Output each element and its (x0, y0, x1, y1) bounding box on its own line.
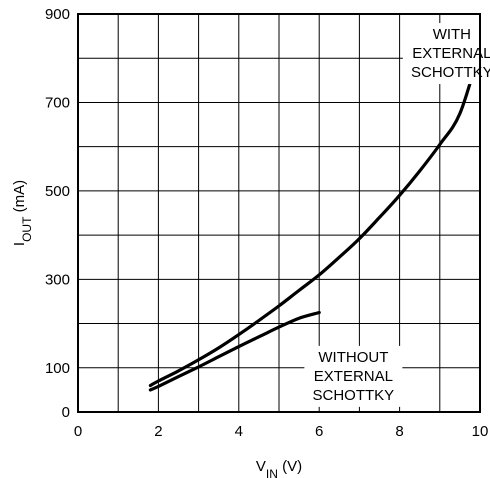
annotation-text: EXTERNAL (412, 45, 490, 62)
y-tick-label: 900 (45, 6, 70, 23)
annotation-text: WITHOUT (318, 349, 388, 366)
y-tick-label: 300 (45, 271, 70, 288)
series-lines (148, 47, 482, 392)
annotations: WITH EXTERNAL SCHOTTKY WITHOUT EXTERNAL SCHOT… (304, 23, 490, 407)
annotation-text: EXTERNAL (314, 368, 393, 385)
annotation-text: SCHOTTKY (411, 64, 490, 81)
y-tick-label: 100 (45, 360, 70, 377)
x-axis-label-sub: IN (266, 467, 278, 478)
x-tick-label: 6 (315, 423, 323, 440)
x-axis-label-unit: (V) (278, 458, 302, 475)
x-axis-label-main: V (256, 458, 266, 475)
x-tick-label: 8 (395, 423, 403, 440)
x-tick-labels: 0 2 4 6 8 10 (74, 423, 489, 440)
y-tick-label: 0 (62, 404, 70, 421)
y-tick-labels: 0 100 300 500 700 900 (45, 6, 70, 421)
y-axis-label: IOUT (mA) (11, 180, 34, 246)
annotation-text: SCHOTTKY (313, 387, 395, 404)
annotation-background (402, 23, 490, 85)
x-tick-label: 10 (472, 423, 489, 440)
y-axis-label-main: I (11, 242, 28, 246)
x-tick-label: 4 (235, 423, 243, 440)
y-axis-label-sub: OUT (20, 216, 34, 242)
x-axis-label: VIN (V) (256, 458, 302, 478)
series-line-without-schottky (148, 310, 321, 392)
x-tick-label: 2 (154, 423, 162, 440)
plot-frame (77, 13, 481, 413)
annotation-background (304, 345, 403, 407)
y-tick-label: 700 (45, 94, 70, 111)
annotation-text: WITH (433, 26, 471, 43)
y-axis-label-unit: (mA) (11, 180, 28, 217)
y-tick-label: 500 (45, 183, 70, 200)
series-line-with-schottky (148, 47, 482, 388)
x-tick-label: 0 (74, 423, 82, 440)
